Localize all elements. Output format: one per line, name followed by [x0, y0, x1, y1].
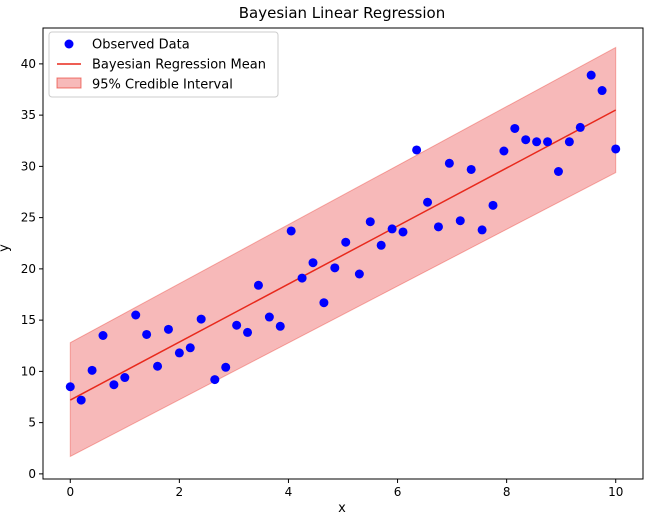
data-point: [275, 321, 285, 331]
data-point: [243, 327, 253, 337]
data-point: [174, 348, 184, 358]
data-point: [196, 314, 206, 324]
data-point: [185, 343, 195, 353]
data-point: [586, 70, 596, 80]
y-tick-label: 20: [21, 262, 36, 276]
y-axis-label: y: [0, 244, 12, 252]
legend-marker-credible-interval: [56, 77, 82, 89]
y-tick-label: 40: [21, 57, 36, 71]
x-tick-label: 4: [285, 485, 293, 499]
data-point: [477, 225, 487, 235]
x-tick-label: 2: [176, 485, 184, 499]
data-point: [444, 158, 454, 168]
data-point: [564, 137, 574, 147]
data-point: [109, 380, 119, 390]
data-point: [253, 280, 263, 290]
plot-area: [65, 46, 621, 458]
data-point: [65, 382, 75, 392]
plot-frame: [42, 27, 644, 480]
legend-marker-observed-data: [64, 39, 74, 49]
x-axis-label: x: [338, 501, 346, 516]
y-tick-label: 5: [28, 416, 36, 430]
data-point: [398, 227, 408, 237]
data-point: [455, 216, 465, 226]
data-point: [232, 320, 242, 330]
data-point: [341, 237, 351, 247]
data-point: [264, 312, 274, 322]
data-point: [142, 329, 152, 339]
data-point: [466, 164, 476, 174]
legend-label-observed-data: Observed Data: [92, 38, 190, 53]
data-point: [376, 240, 386, 250]
data-point: [330, 263, 340, 273]
data-point: [575, 122, 585, 132]
y-tick-label: 30: [21, 159, 36, 173]
data-point: [297, 273, 307, 283]
legend-label-credible-interval: 95% Credible Interval: [92, 78, 233, 93]
x-tick-label: 6: [394, 485, 402, 499]
data-point: [163, 324, 173, 334]
data-point: [510, 123, 520, 133]
data-point: [120, 373, 130, 383]
data-point: [433, 222, 443, 232]
data-point: [87, 365, 97, 375]
y-tick-label: 35: [21, 108, 36, 122]
x-tick-label: 0: [66, 485, 74, 499]
data-point: [521, 135, 531, 145]
x-tick-label: 10: [608, 485, 623, 499]
data-point: [365, 217, 375, 227]
credible-interval-layer: [69, 46, 617, 458]
observed-points-layer: [65, 70, 621, 405]
credible-interval-band: [69, 46, 617, 458]
data-point: [354, 269, 364, 279]
data-point: [319, 298, 329, 308]
data-point: [308, 258, 318, 268]
legend: Observed Data Bayesian Regression Mean 9…: [48, 31, 279, 98]
y-tick-label: 0: [28, 467, 36, 481]
regression-mean-line: [69, 109, 617, 401]
data-point: [597, 86, 607, 96]
y-axis: 0 5 10 15 20 25 30 35 40: [21, 57, 43, 481]
legend-label-mean-line: Bayesian Regression Mean: [92, 58, 266, 73]
chart-title: Bayesian Linear Regression: [239, 4, 445, 22]
y-tick-label: 15: [21, 313, 36, 327]
data-point: [543, 137, 553, 147]
data-point: [76, 395, 86, 405]
y-tick-label: 10: [21, 364, 36, 378]
mean-line-layer: [69, 109, 617, 401]
data-point: [387, 224, 397, 234]
data-point: [488, 200, 498, 210]
data-point: [553, 167, 563, 176]
legend-box: [48, 31, 279, 98]
data-point: [221, 362, 231, 372]
data-point: [210, 375, 220, 385]
data-point: [131, 310, 141, 320]
data-point: [412, 145, 422, 155]
x-tick-label: 8: [503, 485, 511, 499]
data-point: [532, 137, 542, 147]
data-point: [98, 331, 108, 340]
data-point: [423, 197, 433, 207]
data-point: [611, 144, 621, 154]
x-axis: 0 2 4 6 8 10: [66, 479, 623, 499]
data-point: [286, 226, 296, 236]
y-tick-label: 25: [21, 211, 36, 225]
data-point: [499, 146, 509, 156]
data-point: [153, 361, 163, 371]
